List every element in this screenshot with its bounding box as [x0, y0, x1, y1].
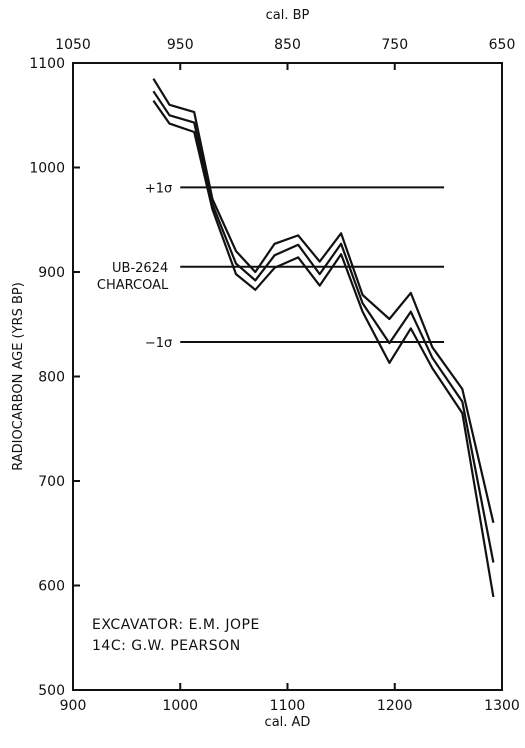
calibration-curve-line	[152, 90, 495, 563]
y-tick-label: 1100	[29, 56, 65, 72]
calibration-curve-line	[152, 78, 495, 524]
x2-axis-title: cal. BP	[266, 8, 310, 23]
x-tick-label: 1300	[484, 698, 520, 714]
x2-tick-label: 750	[381, 37, 408, 53]
axis-labels: 900 1000 1100 1200 1300 1050 950 850 750 650 500 60…	[29, 37, 519, 714]
x2-tick-label: 850	[274, 37, 301, 53]
y-tick-label: 900	[38, 265, 65, 281]
y-tick-label: 700	[38, 474, 65, 490]
x-tick-label: 1200	[377, 698, 413, 714]
y-tick-label: 600	[38, 579, 65, 595]
plot-frame	[72, 62, 503, 691]
y-tick-label: 1000	[29, 161, 65, 177]
reference-label-line: UB-2624	[112, 261, 168, 276]
reference-label: +1σ	[145, 181, 172, 196]
x-tick-label: 900	[60, 698, 87, 714]
radiocarbon-lab-annotation: 14C: G.W. PEARSON	[92, 638, 241, 654]
x-tick-label: 1000	[162, 698, 198, 714]
y-tick-label: 800	[38, 370, 65, 386]
reference-label-line: CHARCOAL	[97, 278, 169, 293]
x2-tick-label: 1050	[55, 37, 91, 53]
x-axis-title: cal. AD	[265, 715, 311, 730]
reference-label: −1σ	[145, 336, 172, 351]
x2-tick-label: 650	[489, 37, 516, 53]
plot-marks	[152, 78, 495, 598]
y-axis-title: RADIOCARBON AGE (YRS BP)	[11, 282, 26, 471]
excavator-annotation: EXCAVATOR: E.M. JOPE	[92, 617, 260, 633]
calibration-curve-line	[152, 99, 495, 598]
y-tick-label: 500	[38, 683, 65, 699]
x-tick-label: 1100	[270, 698, 306, 714]
x2-tick-label: 950	[167, 37, 194, 53]
